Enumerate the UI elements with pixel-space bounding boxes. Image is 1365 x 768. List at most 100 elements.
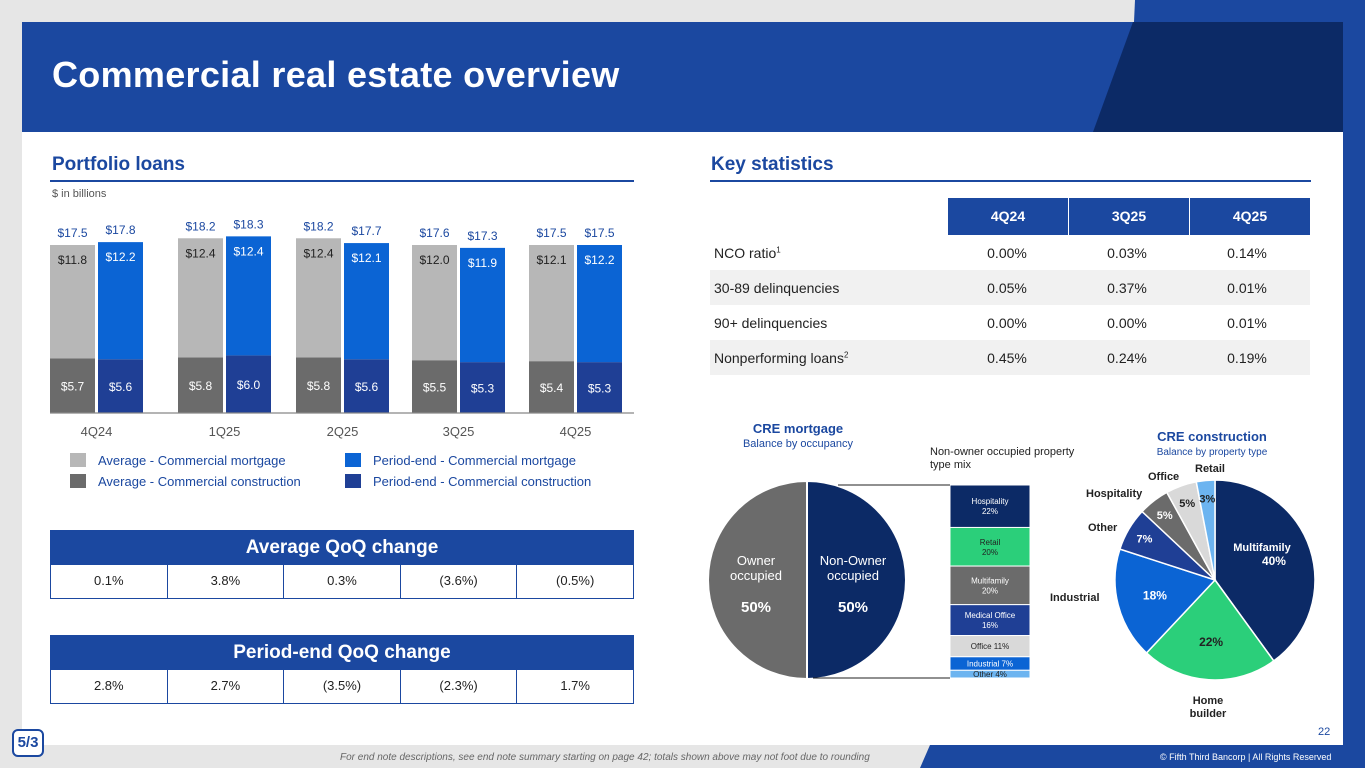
stats-cell: 0.01% xyxy=(1227,279,1267,296)
footer-blue-strip xyxy=(920,745,1365,768)
units-label: $ in billions xyxy=(52,188,107,200)
stats-cell: 0.00% xyxy=(1107,314,1147,331)
occupancy-pie-slice xyxy=(806,479,907,681)
stats-cell: 0.19% xyxy=(1227,349,1267,366)
legend-swatch xyxy=(345,453,361,467)
stats-row-label: 30-89 delinquencies xyxy=(714,279,840,296)
pie-value-label: 22% xyxy=(1199,635,1223,649)
x-tick-label: 3Q25 xyxy=(443,424,475,439)
pie-label: Non-Owner xyxy=(820,553,887,568)
data-label: $12.4 xyxy=(233,244,263,258)
pie-category-label: Retail xyxy=(1195,463,1225,475)
bar-construction xyxy=(344,359,389,413)
qoq-cell: (3.6%) xyxy=(399,565,517,598)
data-label: $5.4 xyxy=(540,381,564,395)
data-label: $11.8 xyxy=(58,253,87,267)
pie-value-label: 3% xyxy=(1199,493,1215,505)
pie-label: occupied xyxy=(730,568,782,583)
legend-label: Average - Commercial construction xyxy=(98,474,301,489)
qoq-cell: 3.8% xyxy=(166,565,284,598)
bar-mortgage xyxy=(529,245,574,362)
qoq-cell: 2.8% xyxy=(93,678,124,693)
bar-mortgage xyxy=(178,238,223,358)
x-tick-label: 4Q24 xyxy=(81,424,113,439)
total-label: $17.5 xyxy=(584,226,614,240)
mix-title: Non-owner occupied property xyxy=(930,446,1075,458)
bar-construction xyxy=(529,361,574,413)
data-label: $5.8 xyxy=(189,379,213,393)
bar-mortgage xyxy=(296,238,341,358)
pie-value-label: 50% xyxy=(741,599,771,616)
total-label: $17.3 xyxy=(467,229,497,243)
data-label: $5.8 xyxy=(307,379,331,393)
total-label: $17.8 xyxy=(105,223,135,237)
legend-avg-construction: Average - Commercial construction xyxy=(70,474,301,489)
data-label: $5.3 xyxy=(471,382,495,396)
pie-category-label: builder xyxy=(1190,708,1227,720)
stats-cell: 0.01% xyxy=(1227,314,1267,331)
stats-row-label: Nonperforming loans2 xyxy=(714,349,849,366)
legend-swatch xyxy=(70,453,86,467)
pie-value-label: 5% xyxy=(1157,510,1173,522)
mix-label: Industrial 7% xyxy=(967,660,1013,669)
bar-mortgage xyxy=(226,236,271,356)
avg-qoq-row: 0.1% 3.8% 0.3% (3.6%) (0.5%) xyxy=(50,565,634,599)
data-label: $12.4 xyxy=(303,246,333,260)
mix-label: Medical Office xyxy=(965,611,1016,620)
occupancy-pie-title: CRE mortgage xyxy=(753,421,843,436)
construction-pie-slice xyxy=(1114,548,1217,654)
bar-mortgage xyxy=(412,245,457,361)
data-label: $12.1 xyxy=(351,251,381,265)
mix-label: Multifamily xyxy=(971,576,1009,585)
pie-value-label: 5% xyxy=(1179,498,1195,510)
total-label: $18.3 xyxy=(233,220,263,231)
pie-value-label: 50% xyxy=(838,599,868,616)
total-label: $17.6 xyxy=(419,226,449,240)
pie-category-label: Other xyxy=(1088,522,1118,534)
stats-row-label: 90+ delinquencies xyxy=(714,314,828,331)
qoq-cell: 0.1% xyxy=(93,573,124,588)
construction-pie-slice xyxy=(1145,578,1275,681)
total-label: $17.5 xyxy=(57,226,87,240)
mix-label: 16% xyxy=(982,621,998,630)
bar-mortgage xyxy=(577,245,622,363)
stats-col-header: 3Q25 xyxy=(1069,198,1189,235)
bar-construction xyxy=(50,358,95,413)
pie-category-label: Multifamily xyxy=(1233,542,1291,554)
data-label: $11.9 xyxy=(468,256,497,270)
qoq-cell: (2.3%) xyxy=(399,670,517,703)
stats-header-row: 4Q24 3Q25 4Q25 xyxy=(710,198,1310,235)
qoq-cell: (0.5%) xyxy=(516,565,633,598)
mix-label: Retail xyxy=(980,538,1001,547)
key-stats-title-rule xyxy=(710,180,1311,182)
data-label: $12.4 xyxy=(185,246,215,260)
legend-pe-construction: Period-end - Commercial construction xyxy=(345,474,591,489)
mix-label: 20% xyxy=(982,586,998,595)
legend-label: Average - Commercial mortgage xyxy=(98,453,286,468)
total-label: $17.7 xyxy=(351,224,381,238)
stats-cell: 0.00% xyxy=(987,314,1027,331)
legend-avg-mortgage: Average - Commercial mortgage xyxy=(70,453,286,468)
mix-segment xyxy=(949,669,1031,679)
portfolio-loans-chart: $5.7 $11.8 $17.5 $5.6 $12.2 $17.8 4Q24 $5.8 $12.… xyxy=(50,220,634,439)
pe-qoq-row: 2.8% 2.7% (3.5%) (2.3%) 1.7% xyxy=(50,670,634,704)
copyright: © Fifth Third Bancorp | All Rights Reser… xyxy=(1160,752,1332,762)
mix-segment xyxy=(949,484,1031,528)
stats-cell: 0.24% xyxy=(1107,349,1147,366)
pie-category-label: Industrial xyxy=(1050,592,1100,604)
page-title: Commercial real estate overview xyxy=(52,54,620,95)
qoq-cell: 1.7% xyxy=(516,670,633,703)
bar-mortgage xyxy=(50,245,95,359)
legend-label: Period-end - Commercial mortgage xyxy=(373,453,577,468)
qoq-cell: 2.7% xyxy=(166,670,284,703)
bar-construction xyxy=(296,357,341,413)
total-label: $18.2 xyxy=(303,220,333,233)
occupancy-pie-slice xyxy=(707,479,808,681)
data-label: $6.0 xyxy=(237,378,261,392)
pie-label: Owner xyxy=(737,553,776,568)
legend-swatch xyxy=(70,474,86,488)
stats-col-header: 4Q25 xyxy=(1190,198,1310,235)
bar-mortgage xyxy=(344,243,389,360)
